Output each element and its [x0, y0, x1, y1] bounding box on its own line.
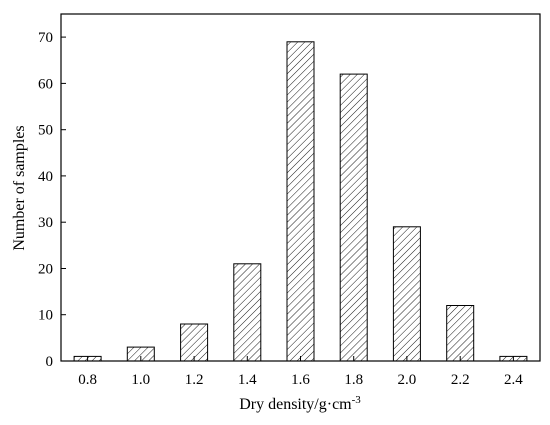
y-tick-label: 60: [38, 76, 53, 92]
y-tick-label: 50: [38, 123, 53, 139]
bar-1.6: [286, 41, 315, 362]
x-axis-label-main: Dry density/g·cm: [239, 396, 352, 413]
x-axis: 0.8 1.0 1.2 1.4 1.6 1.8 2.0 2.2 2.4: [78, 356, 523, 388]
y-tick-label: 40: [38, 169, 53, 185]
x-axis-label-superscript: -3: [352, 394, 362, 406]
x-tick-label: 1.2: [185, 372, 204, 388]
x-tick-label: 2.4: [504, 372, 523, 388]
bar-2.2: [446, 305, 475, 362]
x-tick-label: 1.0: [131, 372, 150, 388]
x-tick-label: 0.8: [78, 372, 97, 388]
y-tick-label: 30: [38, 215, 53, 231]
bars-group: [73, 41, 528, 362]
x-tick-label: 1.6: [291, 372, 310, 388]
y-tick-label: 0: [46, 354, 54, 370]
x-axis-label: Dry density/g·cm-3: [239, 394, 361, 413]
bar-1.2: [180, 323, 209, 362]
x-tick-label: 2.2: [451, 372, 470, 388]
y-tick-label: 20: [38, 262, 53, 278]
y-tick-label: 10: [38, 308, 53, 324]
y-axis-label: Number of samples: [11, 125, 28, 250]
y-tick-label: 70: [38, 30, 53, 46]
x-tick-label: 2.0: [398, 372, 417, 388]
bar-1.8: [339, 73, 368, 362]
bar-2.0: [392, 226, 421, 362]
bar-1.4: [233, 263, 262, 362]
y-axis: 0 10 20 30 40 50 60 70: [38, 30, 66, 370]
x-tick-label: 1.4: [238, 372, 257, 388]
x-tick-label: 1.8: [344, 372, 363, 388]
